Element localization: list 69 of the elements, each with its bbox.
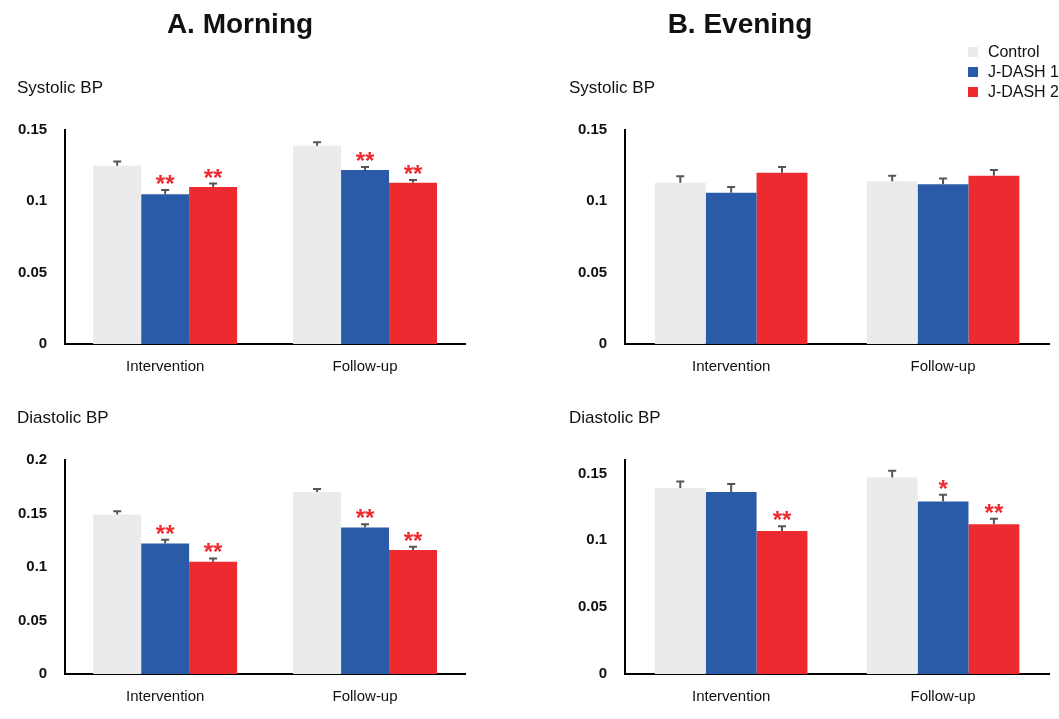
y-tick-label: 0.15 (577, 120, 608, 138)
y-tick-label: 0.05 (17, 610, 48, 628)
y-axis-title: Diastolic BP (17, 408, 109, 428)
data-label: ** (403, 526, 424, 554)
x-tick-label: Follow-up (910, 687, 976, 705)
y-tick-label: 0 (38, 664, 48, 682)
data-label: ** (203, 163, 224, 191)
bar (756, 530, 808, 674)
data-label: ** (984, 498, 1004, 526)
data-label: ** (355, 504, 376, 532)
bar (141, 543, 190, 674)
bar (654, 182, 706, 344)
data-label: ** (355, 147, 376, 175)
bar (705, 192, 757, 344)
x-tick-label: Intervention (691, 687, 771, 705)
y-axis-title: Diastolic BP (569, 408, 661, 428)
x-tick-label: Follow-up (910, 357, 976, 375)
y-tick-label: 0.15 (17, 120, 48, 138)
y-axis-title: Systolic BP (17, 78, 103, 98)
data-label: ** (155, 169, 176, 197)
bar (389, 182, 438, 344)
data-label: ** (772, 506, 792, 534)
bar (93, 165, 142, 344)
bar (654, 488, 706, 674)
x-tick-label: Intervention (691, 357, 771, 375)
bar (389, 549, 438, 674)
legend-label: J-DASH 1 (987, 62, 1059, 82)
bar (968, 175, 1020, 344)
bar (866, 181, 918, 344)
x-tick-label: Intervention (125, 687, 205, 705)
bar (917, 184, 969, 344)
y-axis-title: Systolic BP (569, 78, 655, 98)
bar (756, 172, 808, 344)
bar (917, 501, 969, 674)
bar (866, 477, 918, 674)
bar (968, 524, 1020, 674)
y-tick-label: 0.1 (586, 530, 608, 548)
x-tick-label: Follow-up (332, 357, 398, 375)
y-tick-label: 0 (38, 334, 48, 352)
y-tick-label: 0.1 (26, 191, 48, 209)
bar (189, 561, 238, 674)
bar (93, 514, 142, 674)
data-label: ** (203, 538, 224, 566)
y-tick-label: 0.2 (26, 450, 48, 468)
x-tick-label: Follow-up (332, 687, 398, 705)
bar (341, 169, 390, 344)
data-label: ** (403, 159, 424, 187)
chart-title: B. Evening (666, 8, 814, 40)
data-label: ** (155, 519, 176, 547)
legend-label: Control (987, 42, 1040, 62)
chart-title: A. Morning (165, 8, 315, 40)
y-tick-label: 0 (598, 664, 608, 682)
y-tick-label: 0 (598, 334, 608, 352)
y-tick-label: 0.05 (17, 262, 48, 280)
y-tick-label: 0.1 (26, 557, 48, 575)
data-label: * (938, 474, 949, 502)
legend-label: J-DASH 2 (987, 82, 1059, 102)
bar (705, 492, 757, 674)
y-tick-label: 0.15 (577, 463, 608, 481)
y-tick-label: 0.05 (577, 262, 608, 280)
bar (141, 194, 190, 344)
bar (341, 527, 390, 674)
bar (293, 492, 342, 674)
y-tick-label: 0.05 (577, 597, 608, 615)
y-tick-label: 0.15 (17, 503, 48, 521)
bar (189, 187, 238, 344)
bar (293, 145, 342, 344)
x-tick-label: Intervention (125, 357, 205, 375)
y-tick-label: 0.1 (586, 191, 608, 209)
